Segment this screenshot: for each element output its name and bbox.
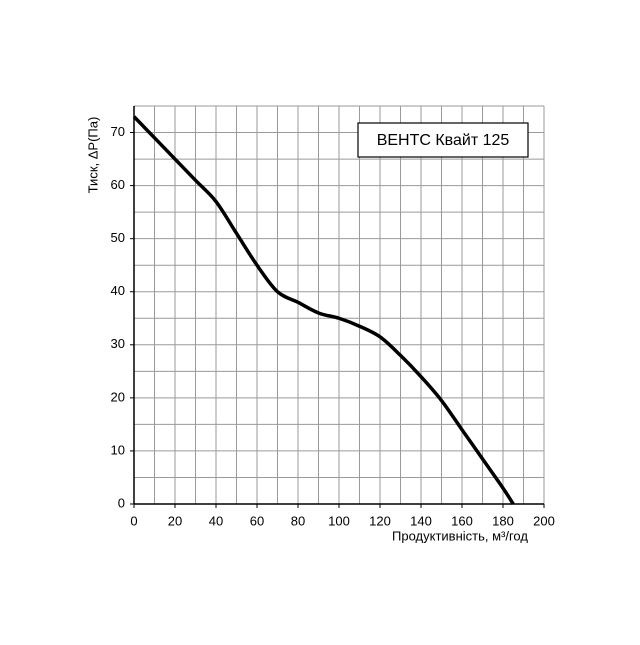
x-tick-label: 140 xyxy=(410,513,432,528)
y-tick-label: 0 xyxy=(118,495,125,510)
x-tick-label: 0 xyxy=(130,513,137,528)
y-tick-label: 50 xyxy=(111,230,125,245)
x-axis-label: Продуктивність, м³/год xyxy=(392,528,528,543)
y-axis-label: Тиск, ΔР(Па) xyxy=(85,117,100,194)
x-tick-label: 80 xyxy=(291,513,305,528)
x-tick-label: 200 xyxy=(533,513,555,528)
x-tick-label: 60 xyxy=(250,513,264,528)
x-tick-label: 160 xyxy=(451,513,473,528)
y-tick-label: 70 xyxy=(111,124,125,139)
curve xyxy=(132,115,515,505)
x-tick-label: 180 xyxy=(492,513,514,528)
y-tick-label: 10 xyxy=(111,442,125,457)
title-box xyxy=(357,122,529,158)
chart-title: ВЕНТС Квайт 125 xyxy=(377,132,510,149)
x-tick-label: 40 xyxy=(209,513,223,528)
y-tick-label: 20 xyxy=(111,389,125,404)
x-tick-label: 120 xyxy=(369,513,391,528)
y-tick-label: 30 xyxy=(111,336,125,351)
y-tick-label: 60 xyxy=(111,177,125,192)
y-tick-label: 40 xyxy=(111,283,125,298)
x-tick-label: 100 xyxy=(328,513,350,528)
x-tick-label: 20 xyxy=(168,513,182,528)
